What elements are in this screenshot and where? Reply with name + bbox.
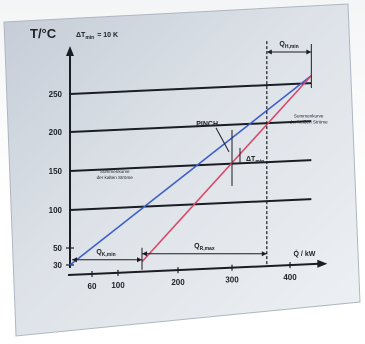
series-label-hot: Summenkurve der heißen Ströme xyxy=(290,113,328,124)
series-line-hot xyxy=(141,75,312,263)
pinch-delta-label: ΔTmin xyxy=(246,156,264,165)
pinch-label: PINCH xyxy=(196,121,218,128)
pinch-pointer xyxy=(215,127,230,153)
x-axis-title: Q̇ / kW xyxy=(294,250,316,258)
grid-line-100 xyxy=(69,198,312,211)
x-tick-label-200: 200 xyxy=(171,278,185,287)
grid-line-250 xyxy=(69,82,312,95)
series-label-cold: Summenkurve der kalten Ströme xyxy=(97,169,134,180)
dim-q-cold-arrow-left xyxy=(72,257,77,263)
q-hot-label: QH,min xyxy=(279,41,298,50)
dim-q-hot-arrow-right xyxy=(306,49,312,55)
dim-q-hot-arrow-left xyxy=(266,49,272,55)
grid-line-150 xyxy=(69,159,312,172)
x-tick-label-60: 60 xyxy=(88,282,97,291)
series-line-cold xyxy=(69,75,312,266)
x-tick-label-400: 400 xyxy=(283,273,297,282)
x-tick-label-300: 300 xyxy=(225,276,239,285)
y-tick-label-50: 50 xyxy=(53,244,62,253)
y-tick-label-150: 150 xyxy=(49,167,63,176)
y-axis-title: T/°C xyxy=(30,26,57,41)
plot-area xyxy=(66,40,328,278)
delta-t-min-header: ΔTmin = 10 K xyxy=(76,32,118,41)
y-axis-arrow xyxy=(66,46,74,56)
q-cold-label: QK,min xyxy=(96,249,115,258)
x-axis xyxy=(67,262,320,276)
q-recovery-label: QR,max xyxy=(194,243,215,252)
x-tick-label-100: 100 xyxy=(111,281,125,290)
chart-labels: 30 50 100 150 200 250 60 100 200 300 400 T/°C Q̇ / k… xyxy=(30,26,328,291)
dim-q-recovery-arrow-right xyxy=(261,251,267,257)
x-axis-arrow xyxy=(317,259,328,268)
y-tick-label-30: 30 xyxy=(53,261,62,270)
y-tick-label-200: 200 xyxy=(49,128,63,137)
card-panel xyxy=(3,3,361,337)
y-tick-label-250: 250 xyxy=(49,90,63,99)
y-tick-label-100: 100 xyxy=(49,206,63,215)
dim-q-cold-arrow-right xyxy=(137,257,142,263)
dim-q-recovery-arrow-left xyxy=(142,251,147,257)
grid-line-200 xyxy=(69,120,312,133)
